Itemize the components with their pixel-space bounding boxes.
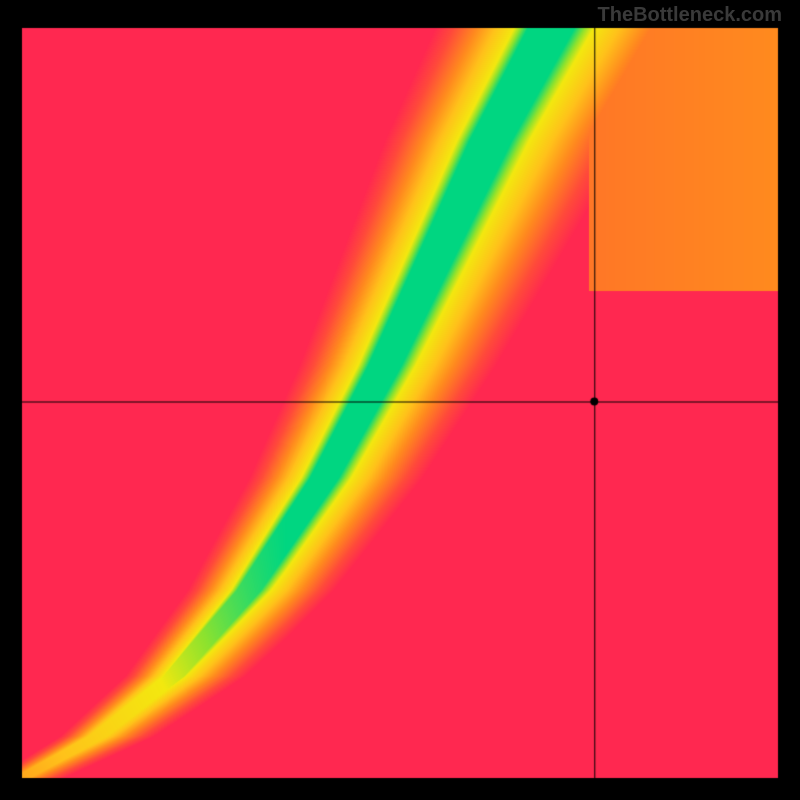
watermark-text: TheBottleneck.com [598,4,782,27]
chart-container: TheBottleneck.com [0,0,800,800]
heatmap-canvas [0,0,800,800]
